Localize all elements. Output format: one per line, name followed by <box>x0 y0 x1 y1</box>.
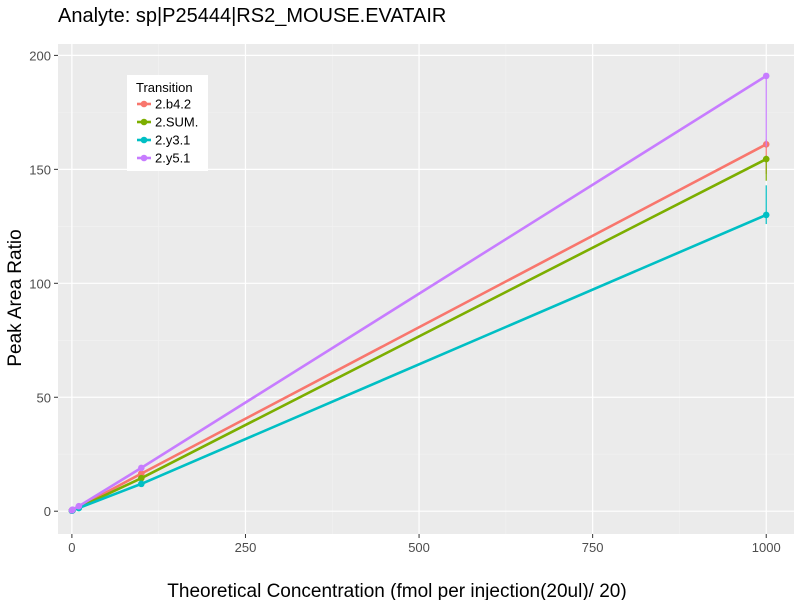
y-axis-title: Peak Area Ratio <box>5 229 26 366</box>
y-tick-label: 200 <box>29 48 51 63</box>
data-point <box>762 155 770 163</box>
legend-key-point <box>140 100 148 108</box>
y-tick-label: 150 <box>29 162 51 177</box>
x-tick-label: 250 <box>235 540 257 555</box>
chart-title: Analyte: sp|P25444|RS2_MOUSE.EVATAIR <box>58 5 446 27</box>
y-tick-label: 50 <box>37 390 51 405</box>
data-point <box>75 502 83 510</box>
legend-label: 2.b4.2 <box>155 97 191 112</box>
data-point <box>138 480 145 488</box>
x-tick-label: 500 <box>408 540 430 555</box>
legend-label: 2.SUM. <box>155 115 198 130</box>
legend-label: 2.y3.1 <box>155 133 190 148</box>
data-point <box>138 474 145 482</box>
data-point <box>762 211 770 219</box>
legend-key-point <box>140 154 148 162</box>
data-point <box>138 464 145 472</box>
y-axis: 0 50 100 150 200 <box>29 48 58 519</box>
y-tick-label: 0 <box>44 504 51 519</box>
x-tick-label: 0 <box>68 540 75 555</box>
series-layer <box>68 72 770 515</box>
series-2-y5-1 <box>68 72 770 514</box>
data-point <box>138 470 145 477</box>
data-point <box>762 72 770 80</box>
legend: Transition 2.b4.2 2.SUM. 2.y3.1 2.y5.1 <box>127 75 208 171</box>
legend-key-point <box>140 136 148 144</box>
data-point <box>69 506 76 513</box>
legend-item: 2.y5.1 <box>137 151 190 166</box>
legend-item: 2.y3.1 <box>137 133 190 148</box>
x-tick-label: 1000 <box>752 540 781 555</box>
x-axis: 0 250 500 750 1000 <box>68 534 781 555</box>
legend-item: 2.SUM. <box>137 115 198 130</box>
x-axis-title: Theoretical Concentration (fmol per inje… <box>167 581 626 600</box>
legend-label: 2.y5.1 <box>155 151 190 166</box>
legend-key-point <box>140 118 148 126</box>
y-tick-label: 100 <box>29 276 51 291</box>
x-tick-label: 750 <box>582 540 604 555</box>
legend-title: Transition <box>136 80 193 95</box>
legend-item: 2.b4.2 <box>137 97 191 112</box>
